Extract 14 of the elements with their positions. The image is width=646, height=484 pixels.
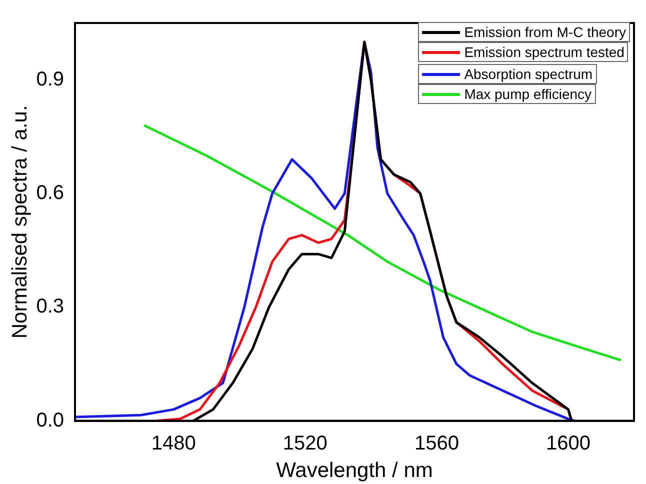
y-tick-label: 0.0 bbox=[36, 409, 64, 432]
legend-label: Absorption spectrum bbox=[464, 66, 593, 82]
x-tick-label: 1480 bbox=[151, 432, 196, 454]
y-tick-label: 0.9 bbox=[36, 68, 64, 90]
x-tick-label: 1600 bbox=[546, 432, 590, 454]
y-tick-label: 0.3 bbox=[36, 296, 64, 318]
x-tick-label: 1520 bbox=[282, 432, 328, 454]
y-tick-label: 0.6 bbox=[36, 182, 64, 204]
y-axis-title: Normalised spectra / a.u. bbox=[8, 105, 32, 339]
legend-label: Emission spectrum tested bbox=[464, 44, 624, 60]
x-tick-label: 1560 bbox=[414, 432, 459, 454]
legend-label: Emission from M-C theory bbox=[464, 24, 626, 40]
legend-label: Max pump efficiency bbox=[464, 86, 592, 102]
x-axis-title: Wavelength / nm bbox=[276, 459, 433, 482]
